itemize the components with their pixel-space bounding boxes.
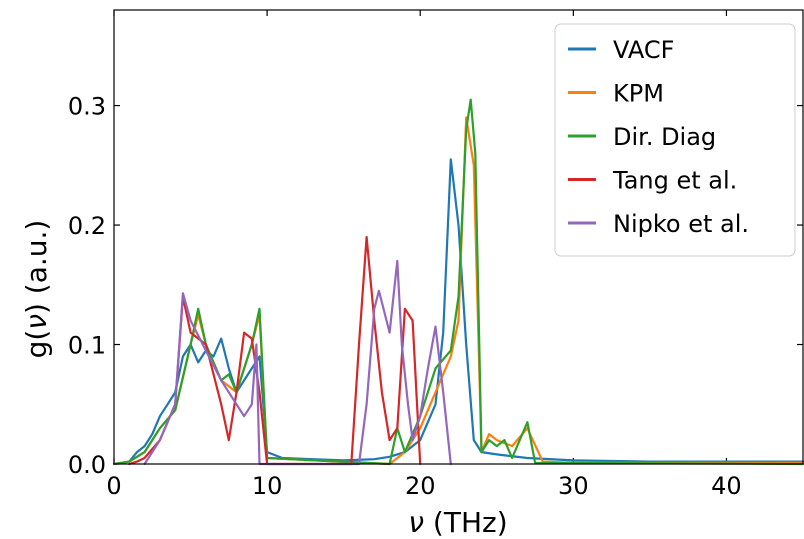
x-axis-title: ν (THz) — [408, 506, 507, 539]
x-tick-label: 10 — [252, 472, 283, 500]
series-line-vacf — [112, 158, 804, 466]
legend-label: VACF — [613, 36, 674, 64]
legend-box — [554, 23, 796, 257]
x-tick-label: 20 — [405, 472, 436, 500]
legend: VACF KPM Dir. Diag Tang et al. Nipko et al. — [554, 23, 796, 257]
y-tick-label: 0.2 — [68, 212, 106, 240]
series-line-dir-diag — [112, 98, 804, 466]
legend-label: Tang et al. — [612, 167, 737, 195]
legend-label: KPM — [613, 80, 664, 108]
y-tick-label: 0.0 — [68, 451, 106, 479]
y-axis-title: g(ν) (a.u.) — [20, 220, 53, 359]
x-tick-label: 30 — [558, 472, 589, 500]
series-line-tang-et-al — [128, 235, 422, 466]
series-line-nipko-et-al — [143, 259, 452, 466]
y-tick-label: 0.3 — [68, 93, 106, 121]
legend-label: Nipko et al. — [613, 210, 749, 238]
plot-area — [112, 98, 804, 466]
legend-label: Dir. Diag — [613, 123, 716, 151]
x-tick-label: 0 — [106, 472, 121, 500]
x-tick-label: 40 — [711, 472, 742, 500]
axes-frame — [113, 9, 804, 465]
y-tick-label: 0.1 — [68, 332, 106, 360]
axis-ticks: 0 10 20 30 40 0.0 0.1 0.2 0.3 — [68, 10, 803, 500]
